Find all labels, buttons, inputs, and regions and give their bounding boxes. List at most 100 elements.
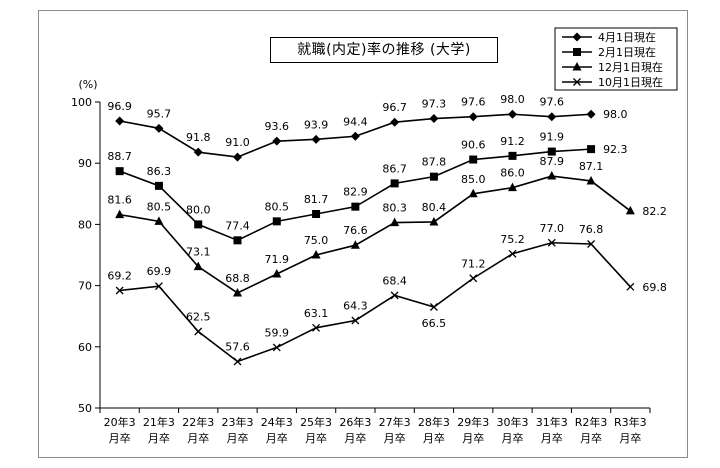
y-tick-label: 60: [78, 341, 92, 354]
data-label: 62.5: [186, 311, 211, 324]
x-tick-label: 月卒: [305, 431, 327, 445]
x-tick-label: 月卒: [109, 431, 131, 445]
x-tick-label: 22年3: [182, 415, 214, 429]
data-point: [233, 287, 242, 297]
legend-label: 4月1日現在: [598, 31, 656, 44]
legend-label: 12月1日現在: [598, 61, 663, 74]
data-point: [469, 155, 478, 164]
data-label: 94.4: [343, 115, 368, 128]
data-point: [154, 216, 164, 225]
data-point: [468, 112, 478, 122]
data-label: 86.7: [382, 162, 407, 175]
x-tick-label: 月卒: [619, 431, 641, 445]
data-label: 90.6: [461, 139, 486, 152]
data-label: 82.2: [642, 205, 667, 218]
data-point: [587, 145, 596, 154]
x-tick-label: 月卒: [580, 431, 602, 445]
data-point: [508, 182, 517, 192]
x-tick-label: 月卒: [344, 431, 366, 445]
data-point: [233, 236, 242, 245]
x-tick-label: 24年3: [261, 415, 293, 429]
data-label: 81.7: [304, 193, 329, 206]
data-point: [312, 209, 321, 218]
data-label: 87.8: [422, 156, 447, 169]
data-point: [350, 240, 360, 249]
data-label: 92.3: [603, 143, 628, 156]
x-tick-label: 26年3: [339, 415, 371, 429]
legend-marker: [573, 48, 581, 56]
series-line-4: [119, 241, 631, 363]
chart-title: 就職(内定)率の推移 (大学): [270, 37, 498, 63]
legend-marker: [572, 62, 582, 71]
data-label: 63.1: [304, 307, 329, 320]
data-label: 86.0: [500, 167, 525, 180]
data-point: [351, 316, 360, 325]
data-label: 77.0: [540, 222, 565, 235]
data-point: [625, 205, 635, 215]
x-tick-label: R2年3: [575, 415, 608, 429]
data-point: [626, 282, 635, 291]
data-label: 80.5: [265, 200, 290, 213]
data-label: 96.7: [382, 101, 407, 114]
legend-marker: [573, 78, 581, 86]
data-point: [508, 151, 517, 160]
x-tick-label: 月卒: [148, 431, 170, 445]
data-label: 73.1: [186, 246, 211, 259]
data-label: 91.0: [225, 136, 250, 149]
data-label: 95.7: [147, 107, 172, 120]
data-point: [193, 147, 203, 157]
data-label: 69.2: [107, 269, 132, 282]
data-point: [272, 217, 281, 226]
data-point: [429, 114, 439, 124]
y-tick-label: 80: [78, 218, 92, 231]
data-point: [429, 216, 439, 226]
data-point: [429, 303, 438, 311]
data-label: 87.1: [579, 160, 604, 173]
data-label: 69.9: [147, 265, 172, 278]
data-label: 71.2: [461, 257, 486, 270]
x-tick-label: 20年3: [104, 415, 136, 429]
data-point: [547, 238, 556, 247]
data-point: [587, 240, 596, 248]
data-label: 97.3: [422, 98, 447, 111]
data-label: 71.9: [265, 253, 290, 266]
data-label: 59.9: [265, 326, 290, 339]
data-label: 69.8: [642, 281, 667, 294]
data-point: [547, 171, 557, 180]
chart-frame: [38, 10, 688, 458]
data-label: 93.9: [304, 118, 329, 131]
data-label: 80.4: [422, 201, 447, 214]
y-tick-label: 100: [71, 96, 92, 109]
x-tick-label: 月卒: [423, 431, 445, 445]
data-point: [429, 172, 438, 181]
data-point: [390, 179, 399, 188]
data-label: 82.9: [343, 186, 368, 199]
x-tick-label: 月卒: [541, 431, 563, 445]
data-point: [390, 291, 399, 300]
data-point: [194, 327, 203, 336]
data-label: 57.6: [225, 340, 250, 353]
data-point: [272, 343, 281, 352]
data-point: [469, 274, 478, 283]
data-label: 97.6: [540, 96, 565, 109]
data-label: 80.5: [147, 200, 172, 213]
data-point: [115, 116, 125, 126]
data-point: [311, 250, 321, 259]
data-point: [508, 109, 517, 119]
data-label: 64.3: [343, 299, 368, 312]
data-point: [508, 249, 517, 258]
data-label: 98.0: [603, 108, 628, 121]
x-tick-label: 27年3: [379, 415, 411, 429]
legend-label: 10月1日現在: [598, 76, 663, 89]
x-tick-label: 28年3: [418, 415, 450, 429]
y-tick-label: 70: [78, 280, 92, 293]
x-tick-label: 30年3: [497, 415, 529, 429]
data-point: [350, 131, 360, 141]
x-tick-label: R3年3: [614, 415, 647, 429]
x-tick-label: 月卒: [187, 431, 209, 445]
data-label: 96.9: [107, 100, 132, 113]
data-label: 66.5: [422, 317, 447, 330]
data-point: [154, 282, 163, 291]
data-label: 76.8: [579, 223, 604, 236]
